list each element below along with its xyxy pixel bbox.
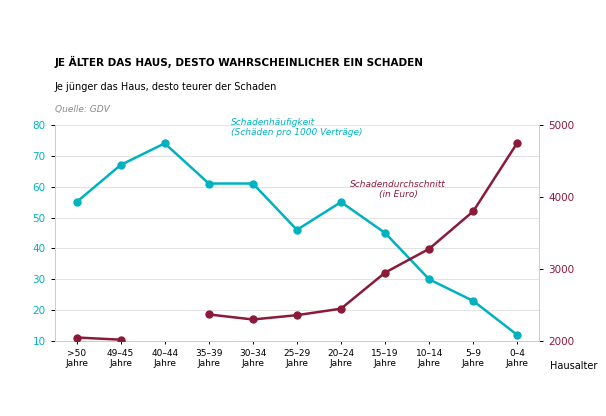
Text: Je jünger das Haus, desto teurer der Schaden: Je jünger das Haus, desto teurer der Sch… (55, 82, 277, 92)
Text: Schadendurchschnitt
(in Euro): Schadendurchschnitt (in Euro) (350, 180, 446, 199)
Text: JE ÄLTER DAS HAUS, DESTO WAHRSCHEINLICHER EIN SCHADEN: JE ÄLTER DAS HAUS, DESTO WAHRSCHEINLICHE… (55, 56, 424, 68)
Text: Quelle: GDV: Quelle: GDV (55, 105, 109, 114)
Text: Schadenhäufigkeit
(Schäden pro 1000 Verträge): Schadenhäufigkeit (Schäden pro 1000 Vert… (231, 118, 362, 137)
X-axis label: Hausalter: Hausalter (550, 361, 597, 371)
